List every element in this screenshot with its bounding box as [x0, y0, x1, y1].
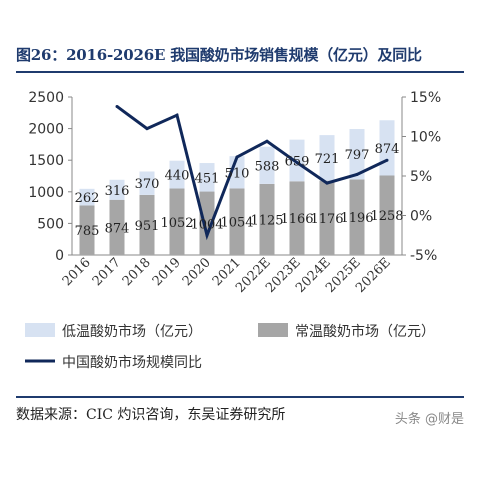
x-tick-label: 2017 [90, 255, 124, 289]
title-rule [16, 71, 464, 73]
y2-tick-label: 10% [410, 130, 441, 146]
low-temp-value-label: 440 [165, 169, 190, 184]
legend-label-low-temp: 低温酸奶市场（亿元） [62, 323, 202, 340]
bar-low-temp [349, 129, 365, 180]
data-source: 数据来源：CIC 灼识咨询，东吴证券研究所 [16, 407, 286, 423]
bar-low-temp [109, 179, 125, 200]
low-temp-value-label: 451 [195, 171, 220, 186]
room-temp-value-label: 1052 [160, 216, 193, 231]
y-tick-label: 2500 [28, 90, 64, 106]
yoy-point [175, 113, 179, 117]
legend-swatch-low-temp [25, 323, 55, 337]
y2-tick-label: 5% [410, 169, 432, 185]
low-temp-value-label: 721 [315, 152, 340, 167]
x-tick-label: 2016 [60, 255, 94, 289]
bar-room-temp [79, 205, 95, 255]
bar-room-temp [289, 181, 305, 255]
yoy-point [295, 161, 299, 165]
sales-chart: 0 500 1000 1500 2000 2500 -5% 0% 5% 10% 15% 785 262 8… [25, 90, 441, 371]
low-temp-value-label: 874 [375, 142, 400, 157]
yoy-point [355, 172, 359, 176]
low-temp-value-label: 797 [345, 148, 370, 163]
bar-low-temp [319, 135, 335, 181]
legend-label-yoy: 中国酸奶市场规模同比 [62, 354, 202, 371]
yoy-point [205, 233, 209, 237]
room-temp-value-label: 1176 [310, 212, 343, 227]
bar-low-temp [259, 146, 275, 184]
yoy-point [115, 104, 119, 108]
yoy-point [235, 155, 239, 159]
plot-area: 0 500 1000 1500 2000 2500 -5% 0% 5% 10% 15% 785 262 8… [28, 90, 441, 296]
bar-room-temp [109, 199, 125, 255]
yoy-point [325, 181, 329, 185]
bar-room-temp [379, 175, 395, 255]
bar-low-temp [169, 160, 185, 189]
room-temp-value-label: 1004 [190, 217, 223, 232]
y-tick-label: 0 [55, 248, 64, 264]
chart-legend: 低温酸奶市场（亿元） 常温酸奶市场（亿元） 中国酸奶市场规模同比 [25, 323, 435, 371]
bar-room-temp [169, 188, 185, 255]
legend-label-room-temp: 常温酸奶市场（亿元） [295, 323, 435, 340]
room-temp-value-label: 1166 [280, 212, 313, 227]
x-tick-label: 2019 [150, 255, 184, 289]
room-temp-value-label: 1125 [250, 213, 283, 228]
low-temp-value-label: 510 [225, 166, 250, 181]
bar-room-temp [259, 183, 275, 255]
bar-low-temp [199, 163, 215, 192]
bar-room-temp [229, 188, 245, 255]
bar-room-temp [349, 179, 365, 255]
yoy-point [265, 139, 269, 143]
bar-low-temp [139, 171, 155, 195]
y-tick-label: 1500 [28, 153, 64, 169]
low-temp-value-label: 588 [255, 159, 280, 174]
low-temp-value-label: 262 [75, 191, 100, 206]
bar-low-temp [289, 139, 305, 182]
y2-tick-label: 0% [410, 209, 432, 225]
yoy-point [145, 127, 149, 131]
room-temp-value-label: 874 [105, 221, 130, 236]
room-temp-value-label: 1054 [220, 216, 253, 231]
low-temp-value-label: 316 [105, 184, 130, 199]
x-tick-label: 2018 [120, 255, 154, 289]
y2-tick-label: 15% [410, 90, 441, 106]
source-rule [16, 396, 464, 398]
bar-room-temp [139, 194, 155, 255]
low-temp-value-label: 659 [285, 154, 310, 169]
watermark: 头条 @财是 [394, 412, 464, 427]
bar-low-temp [79, 188, 95, 206]
x-tick-label: 2020 [180, 255, 214, 289]
room-temp-value-label: 785 [75, 224, 100, 239]
bar-room-temp [319, 180, 335, 255]
low-temp-value-label: 370 [135, 177, 160, 192]
y-tick-label: 1000 [28, 185, 64, 201]
figure-title: 图26：2016-2026E 我国酸奶市场销售规模（亿元）及同比 [16, 46, 422, 64]
room-temp-value-label: 951 [135, 219, 160, 234]
room-temp-value-label: 1258 [370, 209, 403, 224]
legend-swatch-room-temp [258, 323, 288, 337]
y2-tick-label: -5% [410, 248, 437, 264]
y-tick-label: 500 [37, 216, 64, 232]
yoy-line [116, 105, 388, 241]
bar-room-temp [199, 191, 215, 255]
room-temp-value-label: 1196 [340, 211, 373, 226]
yoy-point [385, 158, 389, 162]
y-tick-label: 2000 [28, 122, 64, 138]
